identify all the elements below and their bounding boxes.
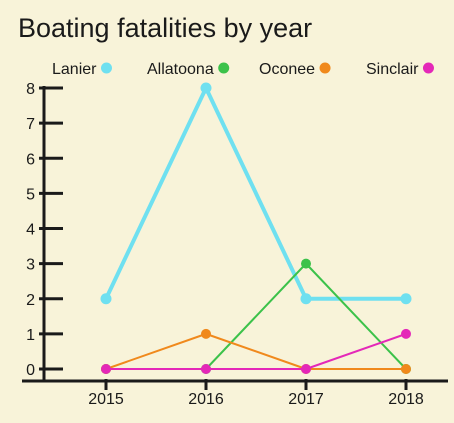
legend-marker-lanier <box>100 62 112 74</box>
data-point-sinclair-2018 <box>401 328 411 339</box>
legend-marker-sinclair <box>422 62 434 74</box>
y-tick-label-5: 5 <box>26 186 35 203</box>
chart-title: Boating fatalities by year <box>18 13 312 43</box>
x-tick-label-2015: 2015 <box>88 391 124 408</box>
y-tick-label-7: 7 <box>26 116 35 133</box>
legend-item-sinclair: Sinclair <box>366 61 434 78</box>
y-tick-label-8: 8 <box>26 81 35 98</box>
legend: Lanier Allatoona Oconee Sinclair <box>52 61 434 78</box>
data-point-oconee-2018 <box>401 364 411 374</box>
axes: 0 1 2 3 4 5 6 7 8 2015 2016 2017 2018 <box>22 81 448 408</box>
x-tick-label-2016: 2016 <box>188 391 224 408</box>
y-tick-label-6: 6 <box>26 151 35 168</box>
legend-item-allatoona: Allatoona <box>147 61 230 78</box>
x-tick-label-2017: 2017 <box>288 391 324 408</box>
series-layer <box>100 82 412 374</box>
y-tick-label-1: 1 <box>26 327 35 344</box>
y-tick-label-2: 2 <box>26 292 35 309</box>
series-line-lanier <box>104 86 408 301</box>
data-point-lanier-2017 <box>300 293 312 305</box>
x-tick-label-2018: 2018 <box>388 391 424 408</box>
data-point-sinclair-2016 <box>201 364 211 374</box>
data-point-lanier-2018 <box>400 293 412 305</box>
series-line-oconee <box>105 332 407 370</box>
y-tick-label-4: 4 <box>26 222 35 239</box>
series-line-sinclair <box>105 332 407 370</box>
legend-label-sinclair: Sinclair <box>366 61 419 78</box>
legend-label-oconee: Oconee <box>259 61 315 78</box>
series-oconee <box>101 328 411 374</box>
data-point-lanier-2016 <box>200 82 212 94</box>
legend-label-lanier: Lanier <box>52 61 97 78</box>
series-allatoona <box>101 258 411 374</box>
legend-marker-allatoona <box>218 62 230 74</box>
data-point-sinclair-2017 <box>301 364 311 374</box>
data-point-allatoona-2017 <box>301 258 311 269</box>
legend-item-oconee: Oconee <box>259 61 331 78</box>
data-point-oconee-2016 <box>201 328 211 339</box>
legend-item-lanier: Lanier <box>52 61 112 78</box>
y-tick-label-0: 0 <box>26 362 35 379</box>
series-sinclair <box>101 328 411 374</box>
series-lanier <box>100 82 412 305</box>
legend-marker-oconee <box>319 62 331 74</box>
y-tick-label-3: 3 <box>26 257 35 274</box>
legend-label-allatoona: Allatoona <box>147 61 214 78</box>
data-point-sinclair-2015 <box>101 364 111 374</box>
data-point-lanier-2015 <box>100 293 112 305</box>
